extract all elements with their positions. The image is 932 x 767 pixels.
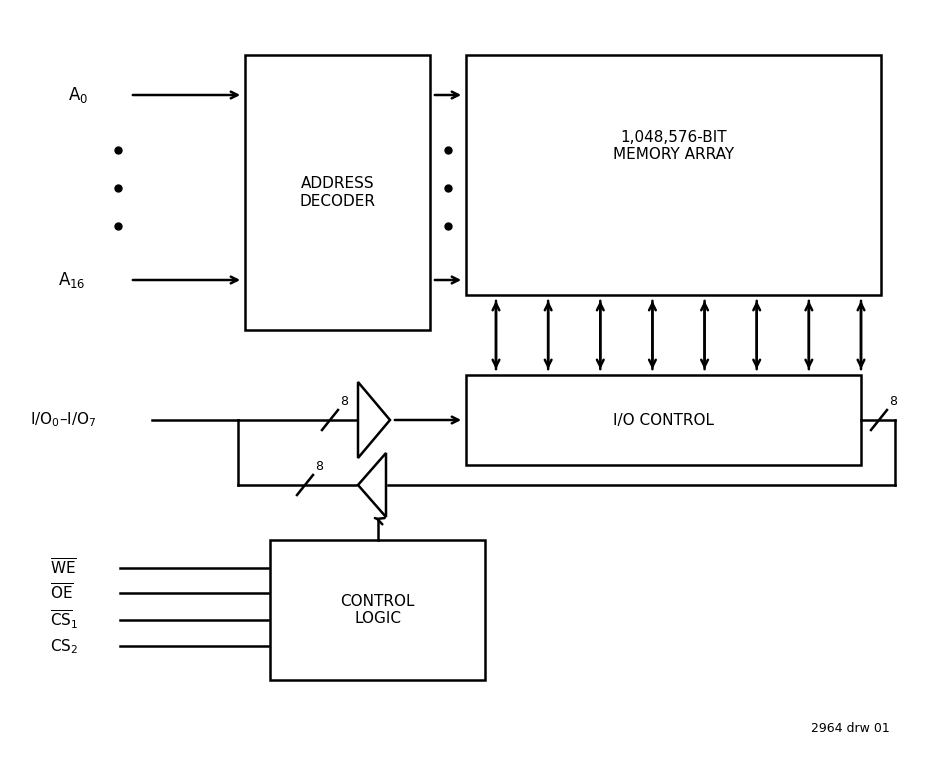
Text: A$_0$: A$_0$ [68, 85, 89, 105]
Text: $\overline{\mathregular{CS}}_1$: $\overline{\mathregular{CS}}_1$ [50, 608, 78, 631]
Text: 8: 8 [315, 460, 323, 473]
Text: CS$_2$: CS$_2$ [50, 637, 78, 656]
Text: $\overline{\mathregular{WE}}$: $\overline{\mathregular{WE}}$ [50, 558, 76, 578]
Text: CONTROL
LOGIC: CONTROL LOGIC [340, 594, 415, 626]
Bar [466, 55, 881, 295]
Text: $\overline{\mathregular{OE}}$: $\overline{\mathregular{OE}}$ [50, 583, 74, 604]
Text: 2964 drw 01: 2964 drw 01 [811, 722, 890, 735]
Text: 8: 8 [340, 395, 348, 408]
Text: A$_{16}$: A$_{16}$ [58, 270, 86, 290]
Bar [270, 540, 485, 680]
Text: 8: 8 [889, 395, 897, 408]
Bar [245, 55, 430, 330]
Bar [466, 375, 861, 465]
Text: I/O CONTROL: I/O CONTROL [613, 413, 714, 427]
Text: 1,048,576-BIT
MEMORY ARRAY: 1,048,576-BIT MEMORY ARRAY [613, 130, 734, 163]
Text: I/O$_0$–I/O$_7$: I/O$_0$–I/O$_7$ [30, 410, 96, 430]
Text: ADDRESS
DECODER: ADDRESS DECODER [299, 176, 376, 209]
